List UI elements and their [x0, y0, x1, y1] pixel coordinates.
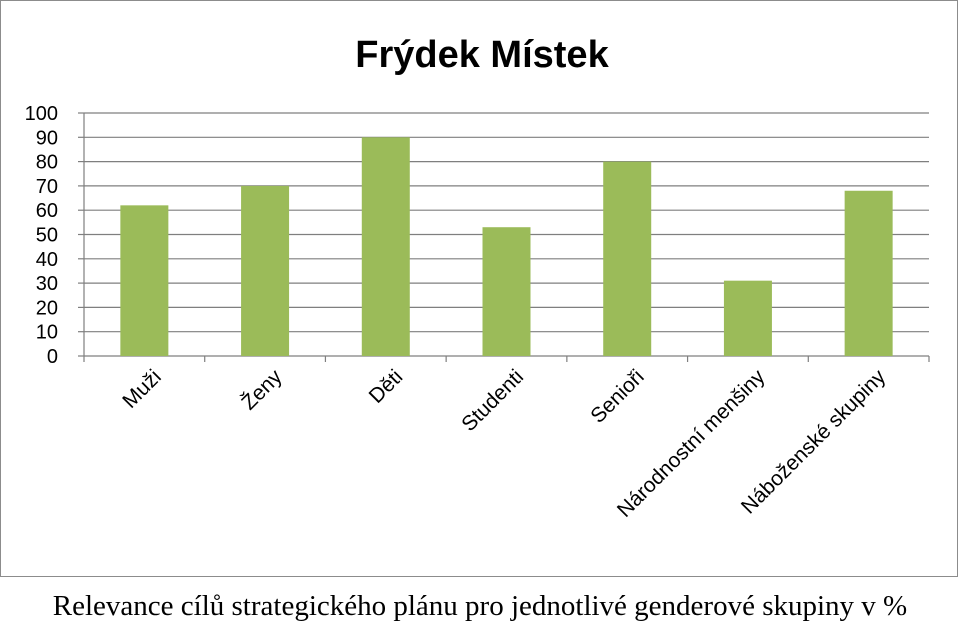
- chart-frame: Frýdek Místek 0 10 20 30 40 50 60 70 80 90 100 Muž…: [0, 0, 958, 577]
- y-tick-label: 70: [36, 176, 58, 198]
- x-tick-label: Děti: [365, 365, 408, 408]
- chart-title: Frýdek Místek: [355, 34, 609, 76]
- y-tick-label: 0: [47, 346, 58, 368]
- bar: [361, 137, 410, 356]
- bar: [723, 280, 772, 356]
- bars: [120, 137, 893, 356]
- y-tick-label: 20: [36, 297, 58, 319]
- x-tick-label: Senioři: [586, 365, 648, 427]
- x-tick-label: Muži: [118, 365, 166, 413]
- bar: [241, 185, 290, 356]
- y-tick-label: 90: [36, 127, 58, 149]
- bar: [120, 205, 169, 356]
- y-tick-label: 60: [36, 200, 58, 222]
- x-tick-label: Studenti: [457, 365, 528, 436]
- bar: [844, 190, 893, 356]
- x-tick-label: Ženy: [237, 365, 287, 415]
- y-tick-label: 80: [36, 152, 58, 174]
- y-tick-label: 40: [36, 249, 58, 271]
- y-tick-label: 10: [36, 322, 58, 344]
- y-tick-label: 30: [36, 273, 58, 295]
- figure-caption: Relevance cílů strategického plánu pro j…: [52, 590, 908, 622]
- y-tick-label: 50: [36, 225, 58, 247]
- bar: [603, 161, 652, 356]
- y-tick-label: 100: [25, 103, 58, 125]
- bar: [482, 227, 531, 356]
